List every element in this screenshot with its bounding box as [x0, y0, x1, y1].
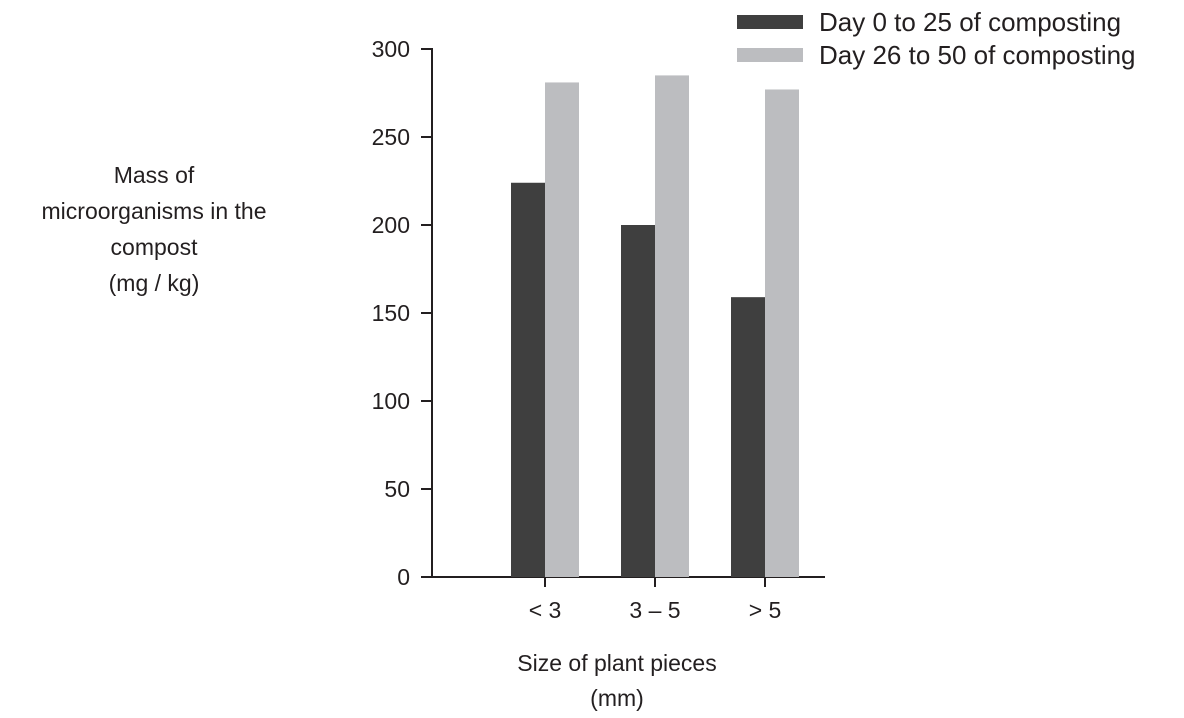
- bar-day-0-25: [511, 182, 545, 577]
- y-tick-label: 250: [372, 124, 410, 150]
- bar-day-26-50: [655, 75, 689, 578]
- x-axis: < 3 3 – 5 > 5: [432, 576, 825, 623]
- bar-day-0-25: [621, 225, 655, 577]
- bar-day-26-50: [545, 82, 579, 577]
- x-axis-title: Size of plant pieces (mm): [517, 650, 716, 711]
- y-tick-label: 0: [397, 564, 410, 590]
- legend-label: Day 0 to 25 of composting: [819, 7, 1121, 37]
- y-axis-title-line: Mass of: [114, 162, 195, 188]
- x-axis-title-line: Size of plant pieces: [517, 650, 716, 676]
- x-tick-label: 3 – 5: [629, 597, 680, 623]
- x-tick-label: < 3: [529, 597, 562, 623]
- bars: [511, 75, 799, 578]
- y-tick-label: 50: [384, 476, 410, 502]
- x-axis-title-line: (mm): [590, 685, 644, 711]
- y-tick-label: 300: [372, 36, 410, 62]
- y-axis-title-line: microorganisms in the: [42, 198, 267, 224]
- bar-day-0-25: [731, 297, 765, 577]
- y-tick-label: 200: [372, 212, 410, 238]
- y-axis-title: Mass of microorganisms in the compost (mg /…: [42, 162, 267, 296]
- y-axis: 0 50 100 150 200 250 300: [372, 36, 433, 590]
- x-tick-label: > 5: [749, 597, 782, 623]
- legend-swatch: [737, 15, 803, 29]
- y-tick-label: 100: [372, 388, 410, 414]
- bar-day-26-50: [765, 89, 799, 577]
- y-axis-title-line: compost: [111, 234, 199, 260]
- y-axis-title-line: (mg / kg): [109, 270, 200, 296]
- legend-label: Day 26 to 50 of composting: [819, 40, 1136, 70]
- y-tick-label: 150: [372, 300, 410, 326]
- legend-swatch: [737, 48, 803, 62]
